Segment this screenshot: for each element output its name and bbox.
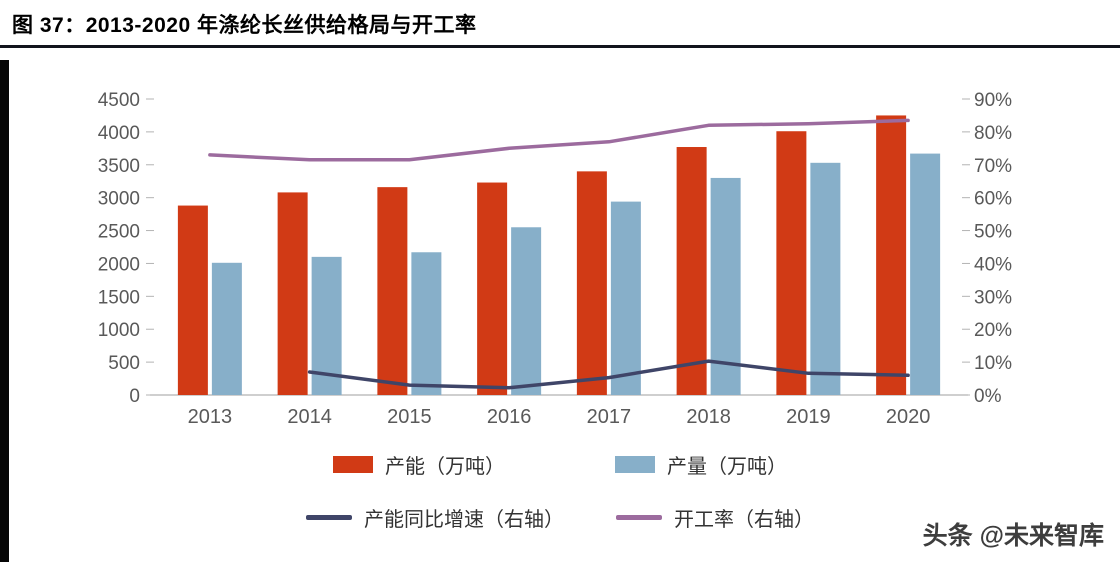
svg-text:0%: 0% [974, 386, 1002, 407]
legend-row-bars: 产能（万吨） 产量（万吨） [333, 450, 787, 479]
svg-text:2020: 2020 [886, 406, 931, 428]
svg-text:0: 0 [129, 386, 140, 407]
legend-label-growth: 产能同比增速（右轴） [364, 509, 564, 531]
svg-text:80%: 80% [974, 123, 1012, 144]
legend-item-output: 产量（万吨） [615, 450, 787, 479]
figure-title: 图 37：2013-2020 年涤纶长丝供给格局与开工率 [12, 14, 477, 37]
legend-swatch-output-bar [615, 456, 655, 473]
svg-text:4500: 4500 [98, 90, 140, 111]
legend-swatch-capacity-bar [333, 456, 373, 473]
svg-text:3000: 3000 [98, 189, 140, 210]
svg-text:2017: 2017 [587, 406, 632, 428]
legend-swatch-operating-rate-line [616, 515, 662, 520]
svg-text:1500: 1500 [98, 287, 140, 308]
svg-text:500: 500 [108, 353, 140, 374]
legend-swatch-growth-line [306, 515, 352, 520]
svg-text:2000: 2000 [98, 254, 140, 275]
legend-item-growth: 产能同比增速（右轴） [306, 503, 564, 532]
svg-text:50%: 50% [974, 222, 1012, 243]
svg-text:10%: 10% [974, 353, 1012, 374]
legend-label-operating-rate: 开工率（右轴） [674, 509, 814, 531]
svg-text:2500: 2500 [98, 222, 140, 243]
svg-text:2019: 2019 [786, 406, 831, 428]
chart-legend: 产能（万吨） 产量（万吨） 产能同比增速（右轴） 开工率（右轴） [0, 450, 1120, 532]
svg-text:2016: 2016 [487, 406, 532, 428]
svg-text:2013: 2013 [188, 406, 233, 428]
svg-text:2015: 2015 [387, 406, 432, 428]
svg-text:1000: 1000 [98, 320, 140, 341]
legend-row-lines: 产能同比增速（右轴） 开工率（右轴） [306, 503, 814, 532]
svg-text:3500: 3500 [98, 156, 140, 177]
title-underline [0, 45, 1120, 48]
legend-item-capacity: 产能（万吨） [333, 450, 505, 479]
legend-item-operating-rate: 开工率（右轴） [616, 503, 814, 532]
legend-label-output: 产量（万吨） [667, 456, 787, 478]
svg-text:30%: 30% [974, 287, 1012, 308]
svg-text:4000: 4000 [98, 123, 140, 144]
svg-text:90%: 90% [974, 90, 1012, 111]
svg-text:2018: 2018 [686, 406, 731, 428]
left-accent-bar [0, 60, 9, 562]
svg-text:60%: 60% [974, 189, 1012, 210]
svg-text:70%: 70% [974, 156, 1012, 177]
svg-text:2014: 2014 [287, 406, 332, 428]
svg-text:20%: 20% [974, 320, 1012, 341]
watermark: 头条 @未来智库 [922, 522, 1104, 550]
legend-label-capacity: 产能（万吨） [385, 456, 505, 478]
combo-chart: 0 500 1000 1500 2000 2500 3000 3500 4000 4500 0% 10… [98, 90, 1012, 428]
svg-text:40%: 40% [974, 254, 1012, 275]
